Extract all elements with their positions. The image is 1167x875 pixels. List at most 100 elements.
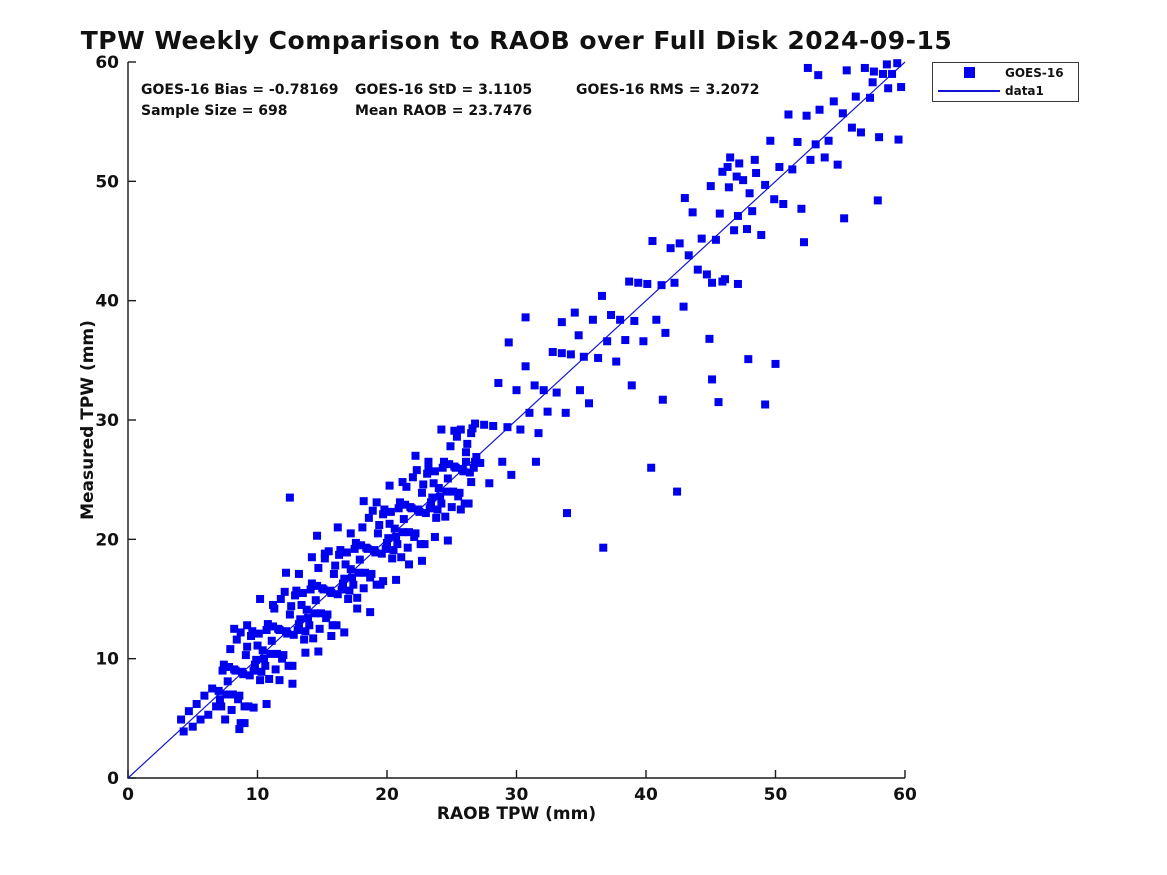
scatter-point [770, 195, 779, 204]
scatter-point [228, 690, 237, 699]
scatter-point [250, 660, 259, 669]
scatter-point [354, 568, 363, 577]
scatter-point [627, 381, 636, 390]
scatter-point [398, 478, 407, 487]
scatter-point [393, 540, 402, 549]
scatter-point [503, 423, 512, 432]
scatter-point [244, 702, 253, 711]
scatter-point [408, 473, 417, 482]
scatter-point [221, 715, 230, 724]
scatter-point [232, 635, 241, 644]
y-tick-label: 50 [95, 172, 119, 192]
scatter-point [302, 605, 311, 614]
scatter-point [340, 628, 349, 637]
chart-title: TPW Weekly Comparison to RAOB over Full … [80, 26, 953, 55]
scatter-point [259, 654, 268, 663]
scatter-point [437, 499, 446, 508]
scatter-point [262, 626, 271, 635]
scatter-point [693, 265, 702, 274]
scatter-point [670, 278, 679, 287]
scatter-point [585, 399, 594, 408]
scatter-point [616, 315, 625, 324]
scatter-point [888, 69, 897, 78]
scatter-point [319, 585, 328, 594]
scatter-point [461, 448, 470, 457]
scatter-point [566, 350, 575, 359]
scatter-point [425, 504, 434, 513]
scatter-point [775, 163, 784, 172]
scatter-point [225, 663, 234, 672]
scatter-point [574, 331, 583, 340]
scatter-point [281, 568, 290, 577]
scatter-point [294, 620, 303, 629]
scatter-point [368, 506, 377, 515]
scatter-point [539, 386, 548, 395]
scatter-point [248, 627, 257, 636]
scatter-point [417, 488, 426, 497]
scatter-point [234, 695, 243, 704]
scatter-point [897, 83, 906, 92]
scatter-point [315, 624, 324, 633]
scatter-point [489, 421, 498, 430]
scatter-point [847, 123, 856, 132]
scatter-point [177, 715, 186, 724]
scatter-point [399, 515, 408, 524]
scatter-point [403, 543, 412, 552]
scatter-point [648, 237, 657, 245]
scatter-point [346, 529, 355, 538]
scatter-point [612, 357, 621, 366]
scatter-point [373, 529, 382, 538]
scatter-point [688, 208, 697, 217]
scatter-point [358, 523, 367, 532]
scatter-point [806, 155, 815, 164]
scatter-point [287, 602, 296, 611]
scatter-point [327, 589, 336, 598]
scatter-point [236, 628, 245, 637]
scatter-point [597, 291, 606, 300]
scatter-point [179, 727, 188, 736]
scatter-point [438, 463, 447, 472]
scatter-point [715, 209, 724, 218]
scatter-point [705, 334, 714, 343]
scatter-point [467, 429, 476, 438]
scatter-point [379, 510, 388, 519]
scatter-point [188, 722, 197, 731]
scatter-point [296, 615, 305, 624]
scatter-point [521, 362, 530, 371]
scatter-point [447, 503, 456, 512]
scatter-point [840, 214, 849, 223]
scatter-point [432, 513, 441, 522]
scatter-point [607, 310, 616, 319]
scatter-point [360, 568, 369, 577]
scatter-point [603, 337, 612, 346]
x-tick-label: 20 [375, 785, 399, 805]
x-tick-label: 60 [893, 785, 917, 805]
scatter-point [718, 277, 727, 286]
scatter-point [278, 654, 287, 663]
scatter-point [793, 137, 802, 146]
legend-entry-data1: data1 [933, 82, 1078, 100]
scatter-point [196, 715, 205, 724]
scatter-point [726, 153, 735, 162]
scatter-point [349, 580, 358, 589]
scatter-point [217, 702, 226, 711]
scatter-point [231, 666, 240, 675]
scatter-point [293, 626, 302, 635]
scatter-point [327, 631, 336, 640]
scatter-point [534, 429, 543, 438]
scatter-point [301, 648, 310, 657]
scatter-point [436, 492, 445, 501]
scatter-point [381, 544, 390, 553]
scatter-point [570, 308, 579, 317]
scatter-point [471, 419, 480, 428]
scatter-point [421, 509, 430, 518]
scatter-point [784, 110, 793, 119]
scatter-point [320, 554, 329, 563]
scatter-point [485, 479, 494, 488]
scatter-point [428, 493, 437, 502]
scatter-point [456, 425, 465, 434]
scatter-point [579, 352, 588, 361]
scatter-point [441, 512, 450, 521]
x-tick-label: 0 [122, 785, 134, 805]
scatter-point [894, 135, 903, 144]
